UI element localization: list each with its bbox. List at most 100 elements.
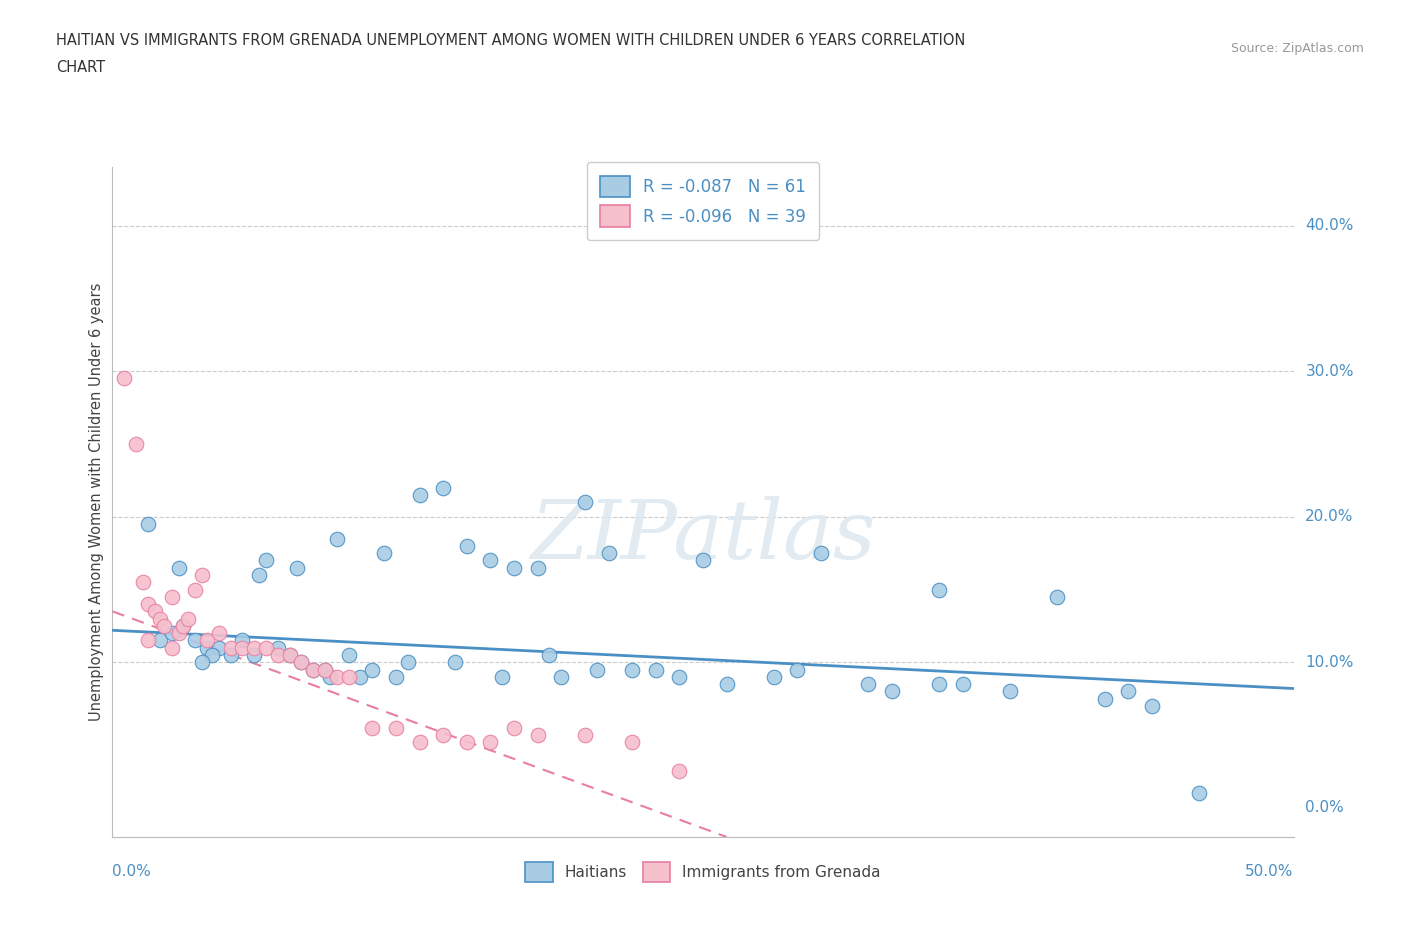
Point	[456, 735, 478, 750]
Point	[112, 371, 135, 386]
Point	[1188, 786, 1211, 801]
Point	[928, 582, 950, 597]
Text: 10.0%: 10.0%	[1305, 655, 1354, 670]
Point	[191, 567, 214, 582]
Point	[692, 553, 714, 568]
Point	[385, 721, 408, 736]
Point	[361, 721, 384, 736]
Point	[184, 633, 207, 648]
Point	[302, 662, 325, 677]
Point	[267, 641, 290, 656]
Point	[479, 553, 502, 568]
Point	[153, 618, 176, 633]
Point	[125, 436, 148, 451]
Point	[208, 641, 231, 656]
Point	[585, 662, 607, 677]
Point	[621, 662, 644, 677]
Point	[858, 677, 880, 692]
Point	[574, 727, 596, 742]
Point	[668, 670, 690, 684]
Point	[396, 655, 419, 670]
Point	[408, 487, 430, 502]
Point	[136, 633, 159, 648]
Point	[408, 735, 430, 750]
Text: ZIPatlas: ZIPatlas	[530, 496, 876, 576]
Point	[432, 727, 454, 742]
Text: 20.0%: 20.0%	[1305, 510, 1354, 525]
Point	[143, 604, 166, 618]
Text: 40.0%: 40.0%	[1305, 219, 1354, 233]
Point	[444, 655, 467, 670]
Point	[326, 531, 349, 546]
Point	[503, 560, 526, 575]
Point	[337, 670, 360, 684]
Point	[479, 735, 502, 750]
Point	[319, 670, 342, 684]
Point	[716, 677, 738, 692]
Point	[302, 662, 325, 677]
Point	[149, 633, 172, 648]
Legend: Haitians, Immigrants from Grenada: Haitians, Immigrants from Grenada	[517, 855, 889, 890]
Point	[952, 677, 974, 692]
Point	[668, 764, 690, 779]
Point	[810, 546, 832, 561]
Point	[195, 641, 218, 656]
Point	[132, 575, 155, 590]
Point	[167, 560, 190, 575]
Point	[243, 641, 266, 656]
Point	[184, 582, 207, 597]
Text: 50.0%: 50.0%	[1246, 864, 1294, 879]
Point	[880, 684, 903, 698]
Point	[231, 641, 253, 656]
Point	[136, 516, 159, 531]
Point	[254, 641, 277, 656]
Point	[337, 647, 360, 662]
Point	[231, 633, 253, 648]
Point	[267, 647, 290, 662]
Point	[172, 618, 194, 633]
Point	[503, 721, 526, 736]
Point	[1094, 691, 1116, 706]
Point	[195, 633, 218, 648]
Point	[385, 670, 408, 684]
Point	[290, 655, 312, 670]
Text: CHART: CHART	[56, 60, 105, 75]
Point	[786, 662, 808, 677]
Point	[243, 647, 266, 662]
Point	[160, 590, 183, 604]
Point	[538, 647, 561, 662]
Point	[928, 677, 950, 692]
Text: Source: ZipAtlas.com: Source: ZipAtlas.com	[1230, 42, 1364, 55]
Point	[160, 626, 183, 641]
Point	[290, 655, 312, 670]
Point	[526, 727, 548, 742]
Point	[598, 546, 620, 561]
Point	[1116, 684, 1139, 698]
Point	[278, 647, 301, 662]
Text: 0.0%: 0.0%	[112, 864, 152, 879]
Point	[136, 597, 159, 612]
Text: 30.0%: 30.0%	[1305, 364, 1354, 379]
Point	[254, 553, 277, 568]
Point	[314, 662, 336, 677]
Point	[526, 560, 548, 575]
Point	[762, 670, 785, 684]
Point	[219, 647, 242, 662]
Point	[278, 647, 301, 662]
Point	[167, 626, 190, 641]
Point	[998, 684, 1021, 698]
Point	[1140, 698, 1163, 713]
Point	[456, 538, 478, 553]
Point	[160, 641, 183, 656]
Point	[219, 641, 242, 656]
Point	[177, 611, 200, 626]
Y-axis label: Unemployment Among Women with Children Under 6 years: Unemployment Among Women with Children U…	[89, 283, 104, 722]
Point	[247, 567, 270, 582]
Point	[361, 662, 384, 677]
Point	[491, 670, 513, 684]
Point	[574, 495, 596, 510]
Point	[208, 626, 231, 641]
Point	[432, 480, 454, 495]
Text: 0.0%: 0.0%	[1305, 801, 1344, 816]
Point	[172, 618, 194, 633]
